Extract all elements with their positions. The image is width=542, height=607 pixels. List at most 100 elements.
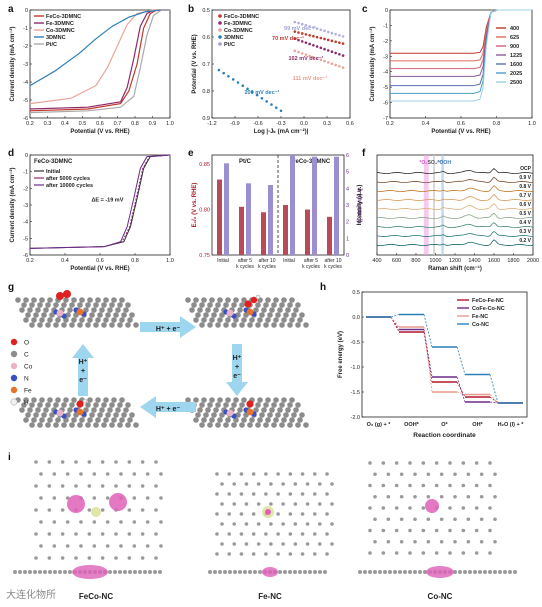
carbon-atom <box>394 461 399 465</box>
legend-atom-label: H <box>24 400 29 407</box>
carbon-atom <box>231 322 237 328</box>
carbon-atom <box>287 322 293 328</box>
x-axis-label: Potential (V vs. RHE) <box>431 129 490 135</box>
carbon-atom <box>215 512 219 516</box>
data-point <box>265 100 268 103</box>
carbon-atom <box>123 307 129 313</box>
carbon-atom <box>293 542 298 546</box>
carbon-atom <box>251 512 256 516</box>
catalyst-sheet-2 <box>185 297 309 328</box>
carbon-atom <box>205 407 211 413</box>
carbon-atom <box>35 307 41 313</box>
carbon-atom <box>288 472 293 476</box>
carbon-atom <box>113 412 119 418</box>
carbon-atom <box>383 570 387 574</box>
x-tick-label: 0.9 <box>149 121 157 127</box>
data-point <box>315 35 319 39</box>
band-label: *OOH <box>438 160 452 166</box>
x-tick-label: 600 <box>392 258 401 264</box>
energy-connector <box>423 331 433 383</box>
data-point <box>326 38 330 42</box>
carbon-atom <box>413 517 417 522</box>
carbon-atom <box>413 494 417 499</box>
carbon-atom <box>413 570 417 574</box>
panel-label-h: h <box>320 282 327 293</box>
x-category-label: OH* <box>472 422 483 428</box>
carbon-atom <box>101 322 107 328</box>
carbon-atom <box>100 508 105 512</box>
carbon-atom <box>225 397 231 403</box>
energy-connector <box>423 329 433 378</box>
carbon-atom <box>209 297 215 303</box>
carbon-atom <box>239 422 245 428</box>
legend-marker <box>218 21 222 25</box>
carbon-atom <box>279 302 285 308</box>
y-tick-label: -3 <box>23 203 28 209</box>
x-tick-label: 0.4 <box>422 121 430 127</box>
catalyst-sheet-3 <box>185 397 309 428</box>
carbon-atom <box>244 482 249 486</box>
charge-density-lobe <box>67 495 85 513</box>
data-point <box>330 39 334 43</box>
data-point <box>217 68 221 72</box>
carbon-atom <box>373 517 377 522</box>
carbon-atom <box>97 412 103 418</box>
carbon-atom <box>265 417 271 423</box>
data-point <box>323 37 326 41</box>
carbon-atom <box>35 407 41 413</box>
carbon-atom <box>264 492 268 496</box>
carbon-atom <box>29 402 35 408</box>
x-tick-label: 0.4 <box>61 258 69 264</box>
step-label: H⁺ <box>233 355 242 362</box>
carbon-atom <box>261 407 267 413</box>
carbon-atom <box>55 397 61 403</box>
raman-trace <box>376 239 534 246</box>
data-point <box>308 42 311 46</box>
carbon-atom <box>197 407 203 413</box>
x-tick-label: 1400 <box>468 258 480 264</box>
carbon-atom <box>45 422 51 428</box>
carbon-atom <box>77 302 83 308</box>
structure-label: Co-NC <box>428 592 453 601</box>
oxygen-atom <box>246 400 254 408</box>
carbon-atom <box>97 312 103 318</box>
oxygen-atom <box>244 300 252 308</box>
carbon-atom <box>330 482 334 486</box>
trace-label: OCP <box>520 166 532 172</box>
carbon-atom <box>275 412 281 418</box>
carbon-atom <box>100 460 105 464</box>
carbon-atom <box>488 461 492 465</box>
data-point <box>241 84 245 87</box>
carbon-atom <box>91 307 97 313</box>
carbon-atom <box>399 494 404 499</box>
carbon-atom <box>199 402 205 408</box>
carbon-atom <box>205 307 211 313</box>
carbon-atom <box>408 528 412 533</box>
bar-e-half <box>283 205 288 255</box>
carbon-atom <box>39 417 45 423</box>
panel-label-a: a <box>8 4 14 15</box>
data-point <box>323 59 326 63</box>
carbon-atom <box>83 307 89 313</box>
y-tick-label-right: 4 <box>346 186 349 192</box>
carbon-atom <box>223 302 229 308</box>
carbon-atom <box>31 397 37 403</box>
carbon-atom <box>41 412 47 418</box>
carbon-atom <box>253 570 257 574</box>
carbon-atom <box>95 297 101 303</box>
carbon-atom <box>77 322 83 328</box>
carbon-atom <box>386 517 391 522</box>
x-tick-label: 1800 <box>507 258 519 264</box>
legend-marker <box>218 42 222 46</box>
catalyst-sheet-4 <box>15 397 139 428</box>
carbon-atom <box>55 317 61 323</box>
legend-label: Fe-NC <box>472 314 488 320</box>
carbon-atom <box>79 297 85 303</box>
carbon-atom <box>197 307 203 313</box>
data-point <box>315 27 319 30</box>
carbon-atom <box>93 302 99 308</box>
carbon-atom <box>244 542 249 546</box>
carbon-atom <box>239 492 244 496</box>
legend-atom-h <box>10 398 18 406</box>
y-tick-label-right: 6 <box>346 153 349 159</box>
